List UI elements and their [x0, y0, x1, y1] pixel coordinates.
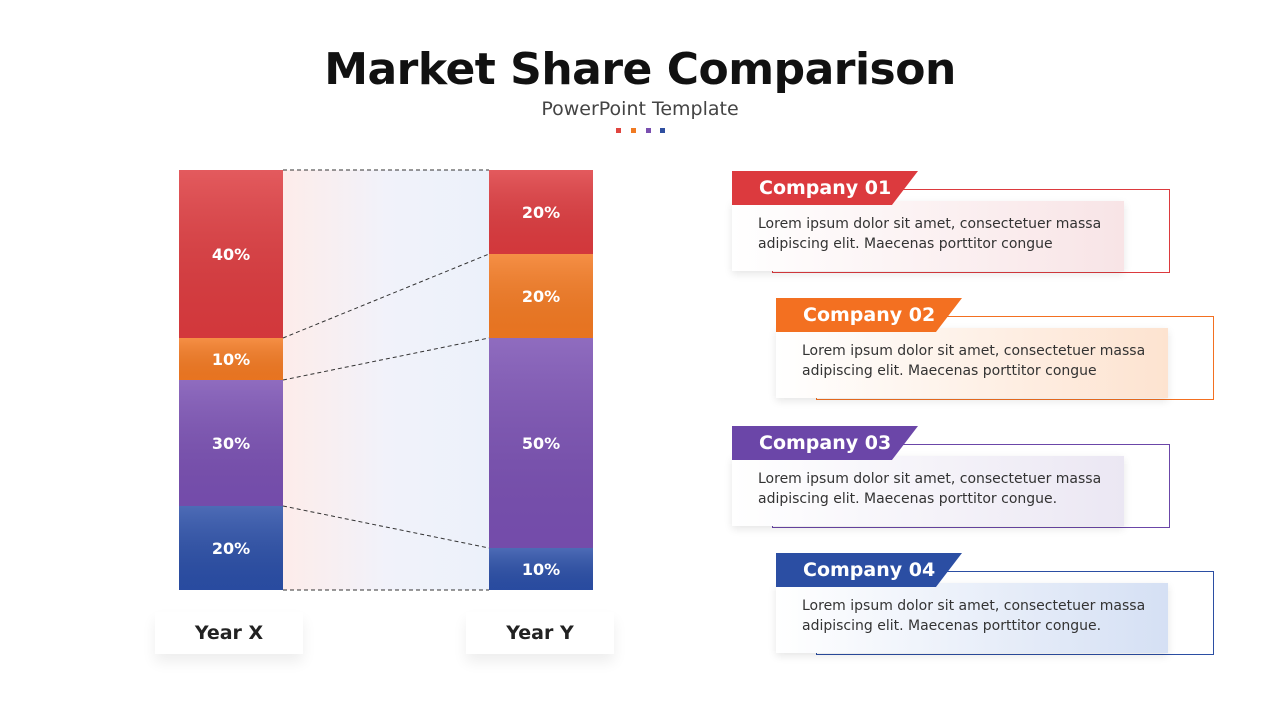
data-label: 20%	[212, 539, 250, 558]
data-label: 20%	[522, 287, 560, 306]
card-body: Lorem ipsum dolor sit amet, consectetuer…	[732, 201, 1124, 271]
stacked-bar-chart: 20% 10% 30% 50% 10% 20% 40% 20%	[179, 169, 593, 591]
card-body: Lorem ipsum dolor sit amet, consectetuer…	[776, 583, 1168, 653]
company-card-01: Lorem ipsum dolor sit amet, consectetuer…	[732, 171, 1182, 291]
bar-segment-year-x-3-shade	[179, 338, 283, 380]
data-label: 20%	[522, 203, 560, 222]
card-body: Lorem ipsum dolor sit amet, consectetuer…	[776, 328, 1168, 398]
data-label: 10%	[522, 560, 560, 579]
bar-segment-year-y-4-shade	[489, 170, 593, 254]
data-label: 50%	[522, 434, 560, 453]
card-tab: Company 03	[732, 426, 918, 460]
company-card-02: Lorem ipsum dolor sit amet, consectetuer…	[776, 298, 1226, 418]
data-label: 10%	[212, 350, 250, 369]
card-title: Company 04	[803, 559, 936, 581]
dot-3	[646, 128, 651, 133]
card-tab: Company 02	[776, 298, 962, 332]
card-text: Lorem ipsum dolor sit amet, consectetuer…	[802, 343, 1146, 379]
card-title: Company 01	[759, 177, 892, 199]
bar-segment-year-y-3-shade	[489, 254, 593, 338]
company-card-04: Lorem ipsum dolor sit amet, consectetuer…	[776, 553, 1226, 673]
connector-line	[282, 505, 490, 549]
bar-segment-year-y-1-shade	[489, 548, 593, 590]
dot-2	[631, 128, 636, 133]
card-tab: Company 01	[732, 171, 918, 205]
card-text: Lorem ipsum dolor sit amet, consectetuer…	[758, 471, 1102, 507]
company-card-03: Lorem ipsum dolor sit amet, consectetuer…	[732, 426, 1182, 546]
data-label: 30%	[212, 434, 250, 453]
page-title: Market Share Comparison	[324, 44, 956, 95]
bar-segment-year-x-2-shade	[179, 380, 283, 506]
connector-line	[282, 337, 490, 381]
connector-band	[283, 170, 489, 590]
category-label-year-x: Year X	[155, 612, 303, 654]
card-body: Lorem ipsum dolor sit amet, consectetuer…	[732, 456, 1124, 526]
card-title: Company 03	[759, 432, 892, 454]
connector-line	[282, 253, 490, 339]
card-tab: Company 04	[776, 553, 962, 587]
card-text: Lorem ipsum dolor sit amet, consectetuer…	[758, 216, 1102, 252]
bar-segment-year-x-1-shade	[179, 506, 283, 590]
category-label-year-y: Year Y	[466, 612, 614, 654]
bar-segment-year-y-2-shade	[489, 338, 593, 548]
dot-4	[660, 128, 665, 133]
bar-segment-year-x-4-shade	[179, 170, 283, 338]
card-text: Lorem ipsum dolor sit amet, consectetuer…	[802, 598, 1146, 634]
dot-1	[616, 128, 621, 133]
card-title: Company 02	[803, 304, 936, 326]
data-label: 40%	[212, 245, 250, 264]
page-subtitle: PowerPoint Template	[541, 98, 739, 120]
decorative-dots	[616, 128, 666, 134]
